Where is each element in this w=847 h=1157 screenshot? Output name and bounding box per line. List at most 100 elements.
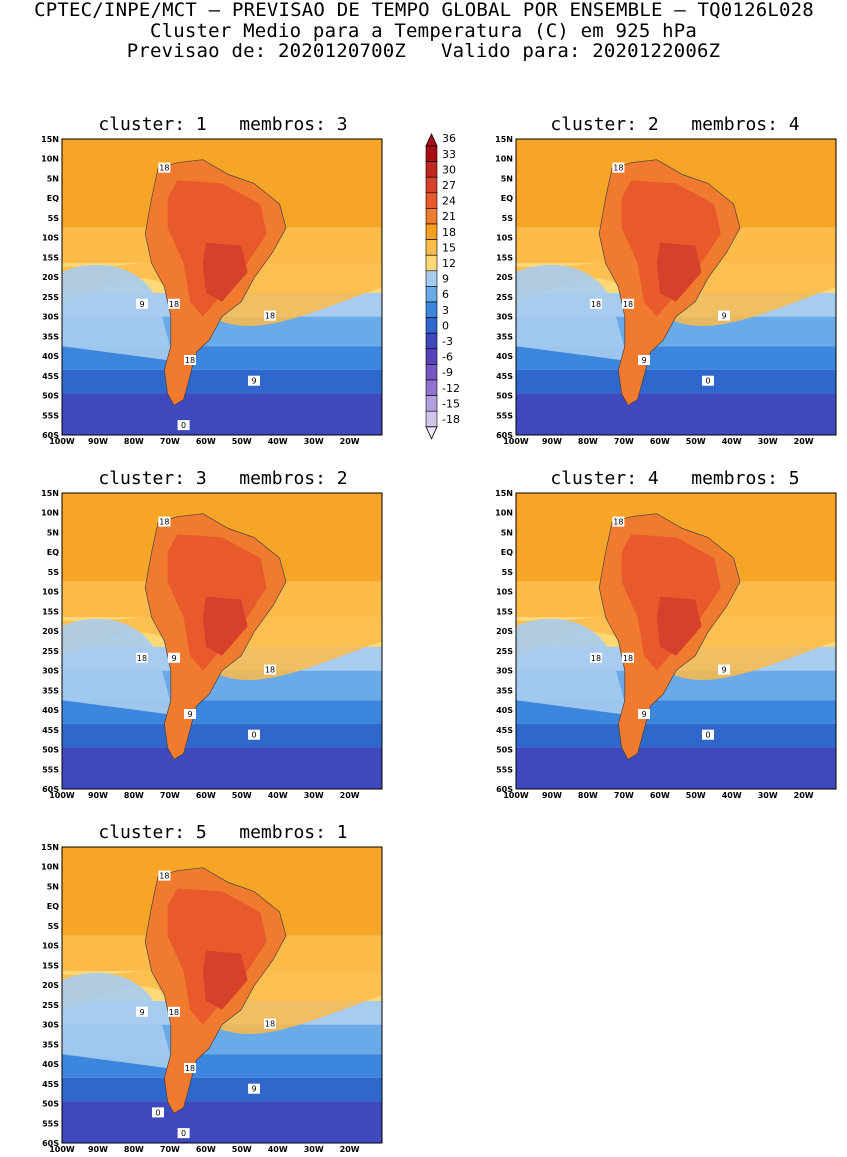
lat-tick-label: 50S [496, 392, 513, 401]
lat-tick-label: 40S [42, 352, 59, 361]
contour-label: 18 [613, 518, 623, 527]
lon-tick-label: 100W [49, 437, 75, 446]
lat-tick-label: 20S [496, 273, 513, 282]
lat-tick-label: 10N [41, 509, 59, 518]
lat-tick-label: 15S [496, 607, 513, 616]
lon-tick-label: 30W [304, 1145, 324, 1154]
lat-tick-label: 45S [42, 1080, 59, 1089]
temperature-band [62, 393, 382, 435]
legend-label: 30 [442, 163, 456, 176]
lat-tick-label: 15N [41, 135, 59, 144]
panel-3-title: cluster: 3 membros: 2 [98, 468, 348, 489]
continent-hottest-area [202, 950, 248, 1010]
lat-tick-label: 45S [42, 726, 59, 735]
contour-label: 9 [171, 654, 176, 663]
contour-label-bg [248, 1083, 260, 1094]
lat-tick-label: 10S [496, 234, 513, 243]
lat-tick-label: 15S [42, 961, 59, 970]
lat-tick-label: 15N [41, 843, 59, 852]
legend-label: 24 [442, 195, 456, 208]
contour-label: 18 [185, 1064, 195, 1073]
contour-label: 18 [265, 1020, 275, 1029]
lat-tick-label: 15S [496, 253, 513, 262]
contour-label-bg [248, 729, 260, 740]
map-frame [515, 492, 837, 790]
continent-hottest-area [202, 242, 248, 302]
lat-tick-label: 35S [42, 332, 59, 341]
contour-label: 9 [641, 356, 646, 365]
map-panel-5: 15N 10N 5N EQ 5S 10S 15S 20S 25S 30S 35S 40S 45S 50S 5… [41, 843, 383, 1154]
contour-label-bg [158, 162, 171, 173]
lat-tick-label: EQ [47, 902, 59, 911]
legend-label: 15 [442, 241, 456, 254]
temperature-band [62, 1077, 382, 1102]
contour-label: 18 [159, 872, 169, 881]
lon-tick-label: 80W [578, 791, 598, 800]
temperature-band [516, 393, 836, 435]
lon-tick-label: 60W [650, 791, 670, 800]
contour-label: 9 [251, 1085, 256, 1094]
lon-tick-label: 50W [232, 1145, 252, 1154]
contour-label-bg [622, 652, 634, 663]
lon-tick-label: 80W [578, 437, 598, 446]
panel-4-title: cluster: 4 membros: 5 [550, 468, 800, 489]
lat-tick-label: 30S [42, 313, 59, 322]
contour-label-bg [590, 652, 602, 663]
map-frame [61, 846, 383, 1144]
lat-tick-label: 5S [48, 568, 60, 577]
legend-label: 36 [442, 132, 456, 145]
lon-tick-label: 80W [124, 1145, 144, 1154]
lat-tick-label: 55S [496, 411, 513, 420]
lat-tick-label: 10N [41, 155, 59, 164]
contour-label-bg [612, 516, 625, 527]
map-frame [515, 138, 837, 436]
lat-tick-label: 20S [42, 981, 59, 990]
lon-tick-label: 90W [88, 1145, 108, 1154]
temperature-contour-fill [62, 618, 174, 715]
lon-tick-label: 100W [503, 437, 529, 446]
lat-tick-label: 15N [495, 135, 513, 144]
header-line-3: Previsao de: 2020120700Z Valido para: 20… [126, 40, 721, 62]
lat-tick-label: 25S [42, 293, 59, 302]
lat-tick-label: 60S [42, 431, 59, 440]
lon-tick-label: 40W [268, 437, 288, 446]
lat-tick-label: EQ [47, 194, 59, 203]
legend-label: -18 [442, 413, 460, 426]
legend-swatch [425, 239, 438, 256]
lat-tick-label: 50S [42, 1100, 59, 1109]
lat-tick-label: 5S [502, 568, 514, 577]
contour-label-bg [184, 355, 196, 365]
lat-tick-label: 25S [496, 293, 513, 302]
lat-tick-label: 10S [42, 942, 59, 951]
contour-label-bg [158, 516, 171, 527]
temperature-contour-fill [62, 972, 174, 1069]
contour-label: 0 [181, 421, 186, 430]
lon-tick-label: 100W [49, 1145, 75, 1154]
contour-label: 9 [721, 666, 726, 675]
legend-label: 33 [442, 148, 456, 161]
lon-tick-label: 50W [686, 791, 706, 800]
legend-swatch [425, 364, 438, 381]
lat-tick-label: 15S [42, 607, 59, 616]
legend-label: 6 [442, 288, 449, 301]
lon-tick-label: 90W [542, 791, 562, 800]
continent-hottest-area [202, 596, 248, 656]
continent-hottest-area [656, 242, 702, 302]
lat-tick-label: 55S [42, 1119, 59, 1128]
contour-label-bg [264, 1018, 276, 1029]
header-line-2: Cluster Medio para a Temperatura (C) em … [149, 20, 698, 42]
contour-label-bg [638, 709, 650, 719]
legend-label: -15 [442, 397, 460, 410]
panel-1-title: cluster: 1 membros: 3 [98, 114, 348, 135]
contour-label: 18 [169, 1008, 179, 1017]
contour-label-bg [612, 162, 625, 173]
lat-tick-label: 40S [496, 352, 513, 361]
lat-tick-label: 60S [496, 431, 513, 440]
lat-tick-label: 20S [42, 627, 59, 636]
legend-swatch [425, 379, 438, 396]
contour-label-bg [702, 729, 714, 740]
contour-label: 0 [155, 1108, 160, 1117]
lat-tick-label: 25S [42, 1001, 59, 1010]
lon-tick-label: 70W [614, 791, 634, 800]
legend-label: 12 [442, 257, 456, 270]
